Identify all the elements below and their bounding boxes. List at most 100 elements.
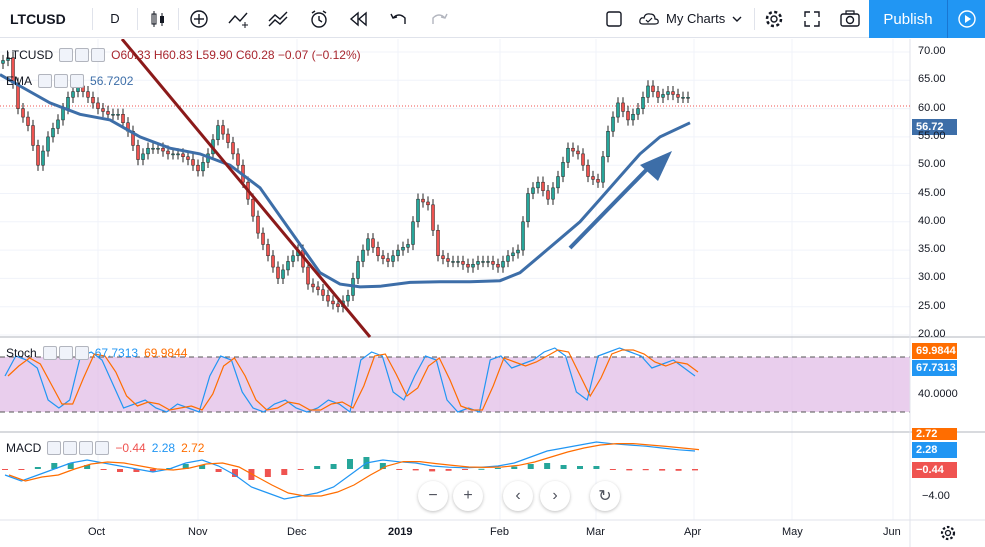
candle-body <box>406 244 410 248</box>
candle-body <box>551 187 555 200</box>
ema-settings-icon[interactable] <box>54 74 69 88</box>
candle-body <box>31 125 35 146</box>
candle-body <box>656 91 660 98</box>
chart-settings-gear-icon[interactable] <box>936 521 960 545</box>
price-tick-label: 65.00 <box>918 73 946 86</box>
candle-body <box>651 85 655 92</box>
candle-body <box>606 130 610 157</box>
candle-body <box>216 125 220 140</box>
candle-body <box>561 162 565 177</box>
candle-body <box>151 147 155 150</box>
ema-eye-icon[interactable] <box>38 74 53 88</box>
replay-icon[interactable] <box>339 0 379 38</box>
macd-settings-icon[interactable] <box>63 441 78 455</box>
candle-body <box>411 221 415 245</box>
candlestick-series <box>1 52 690 313</box>
candle-body <box>441 255 445 259</box>
candle-body <box>426 201 430 206</box>
stoch-close-icon[interactable] <box>74 346 89 360</box>
reset-chart-button[interactable]: ↻ <box>590 481 620 511</box>
macd-source-icon[interactable] <box>79 441 94 455</box>
macd-hist-bar <box>478 468 485 470</box>
legend-eye-icon[interactable] <box>59 48 74 62</box>
chart-canvas[interactable] <box>0 39 985 547</box>
my-charts-label: My Charts <box>666 11 726 26</box>
candle-body <box>506 255 510 262</box>
stoch-legend: Stoch 67.7313 69.9844 <box>6 346 187 360</box>
redo-icon[interactable] <box>419 0 459 38</box>
macd-hist-bar <box>593 466 600 469</box>
symbol-search-field[interactable]: LTCUSD <box>10 10 66 27</box>
legend-more-icon[interactable] <box>91 48 106 62</box>
candle-body <box>431 204 435 231</box>
alert-clock-icon[interactable] <box>299 0 339 38</box>
camera-snapshot-icon[interactable] <box>831 0 869 38</box>
candle-body <box>481 261 485 263</box>
candle-body <box>646 85 650 98</box>
my-charts-button[interactable]: My Charts <box>632 0 754 38</box>
stoch-k-tag: 67.7313 <box>912 360 957 376</box>
candle-body <box>161 147 165 152</box>
compare-icon[interactable] <box>259 0 299 38</box>
candle-body <box>446 258 450 262</box>
zoom-in-button[interactable]: + <box>453 481 483 511</box>
macd-signal-line <box>8 443 700 497</box>
candle-body <box>476 261 480 265</box>
candle-body <box>501 261 505 268</box>
macd-close-icon[interactable] <box>95 441 110 455</box>
candle-body <box>376 247 380 257</box>
candle-body <box>491 261 495 265</box>
candle-body <box>466 264 470 268</box>
scroll-right-button[interactable]: › <box>540 481 570 511</box>
ema-close-icon[interactable] <box>70 74 85 88</box>
candle-body <box>671 91 675 95</box>
interval-button[interactable]: D <box>110 11 120 26</box>
candle-body <box>141 153 145 160</box>
candle-body <box>371 238 375 248</box>
legend-settings-icon[interactable] <box>75 48 90 62</box>
candle-body <box>46 136 50 152</box>
candle-body <box>106 111 110 115</box>
macd-hist-bar <box>379 463 386 469</box>
candle-body <box>571 147 575 152</box>
ema-line <box>0 73 691 289</box>
time-tick-label: Oct <box>88 526 106 538</box>
candle-body <box>686 97 690 99</box>
toolbar-divider <box>178 7 179 30</box>
candle-body <box>306 266 310 285</box>
candle-body <box>96 102 100 109</box>
toolbar-divider <box>92 7 93 30</box>
candle-body <box>166 150 170 155</box>
add-indicator-icon[interactable] <box>179 0 219 38</box>
macd-line-tag: 2.28 <box>912 442 957 458</box>
candle-body <box>626 111 630 121</box>
uptrend-arrow-line <box>568 159 657 250</box>
stoch-eye-icon[interactable] <box>42 346 57 360</box>
candlestick-type-icon[interactable] <box>138 0 178 38</box>
candle-body <box>171 153 175 156</box>
candle-body <box>281 269 285 279</box>
stoch-settings-icon[interactable] <box>58 346 73 360</box>
candle-body <box>356 261 360 279</box>
scroll-left-button[interactable]: ‹ <box>503 481 533 511</box>
undo-icon[interactable] <box>379 0 419 38</box>
candle-body <box>321 289 325 296</box>
indicators-icon[interactable] <box>219 0 259 38</box>
candle-body <box>676 94 680 98</box>
candle-body <box>556 176 560 189</box>
settings-gear-icon[interactable] <box>755 0 793 38</box>
legend-symbol: LTCUSD <box>6 48 54 62</box>
fullscreen-icon[interactable] <box>793 0 831 38</box>
candle-body <box>71 91 75 98</box>
publish-play-icon[interactable] <box>947 0 985 38</box>
zoom-out-button[interactable]: − <box>418 481 448 511</box>
macd-eye-icon[interactable] <box>47 441 62 455</box>
macd-signal-tag: 2.72 <box>912 428 957 440</box>
publish-button[interactable]: Publish <box>869 0 947 38</box>
price-tick-label: 25.00 <box>918 299 946 312</box>
stoch-k-value: 67.7313 <box>94 346 139 360</box>
candle-body <box>541 181 545 191</box>
macd-hist-bar <box>149 469 156 472</box>
fullscreen-square-icon[interactable] <box>596 0 632 38</box>
macd-hist-bar <box>445 469 452 471</box>
